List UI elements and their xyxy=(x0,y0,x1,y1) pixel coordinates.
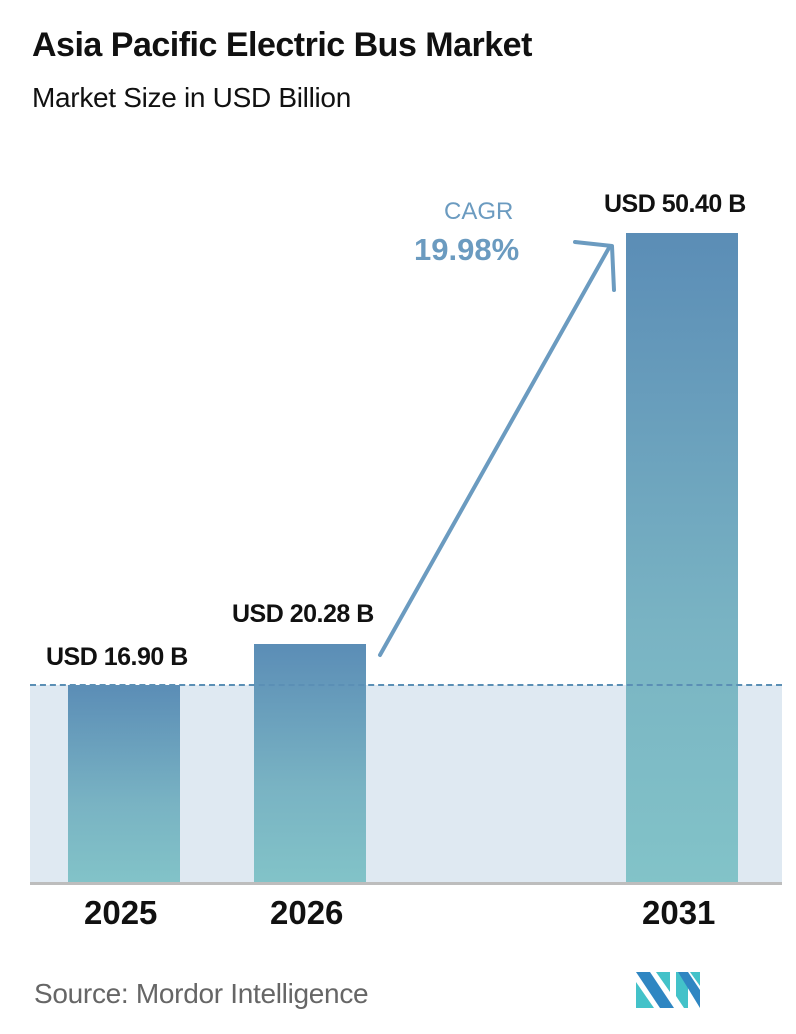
source-text: Source: Mordor Intelligence xyxy=(34,978,369,1009)
bar-2026 xyxy=(254,644,366,883)
cagr-label: CAGR xyxy=(444,198,514,225)
chart-title: Asia Pacific Electric Bus Market xyxy=(32,26,532,64)
bar-2025 xyxy=(68,685,180,883)
x-tick-2026: 2026 xyxy=(270,894,344,931)
baseline-dashed-line xyxy=(30,684,782,686)
bar-value-label-2031: USD 50.40 B xyxy=(604,190,746,218)
x-tick-2031: 2031 xyxy=(642,894,716,931)
cagr-value: 19.98% xyxy=(414,232,520,267)
x-tick-2025: 2025 xyxy=(84,894,158,931)
bar-value-label-2025: USD 16.90 B xyxy=(46,643,188,671)
chart-subtitle: Market Size in USD Billion xyxy=(32,82,351,113)
bar-2031 xyxy=(626,233,738,883)
x-axis-line xyxy=(30,882,782,885)
bar-value-label-2026: USD 20.28 B xyxy=(232,600,374,628)
mordor-logo-icon xyxy=(636,972,700,1008)
